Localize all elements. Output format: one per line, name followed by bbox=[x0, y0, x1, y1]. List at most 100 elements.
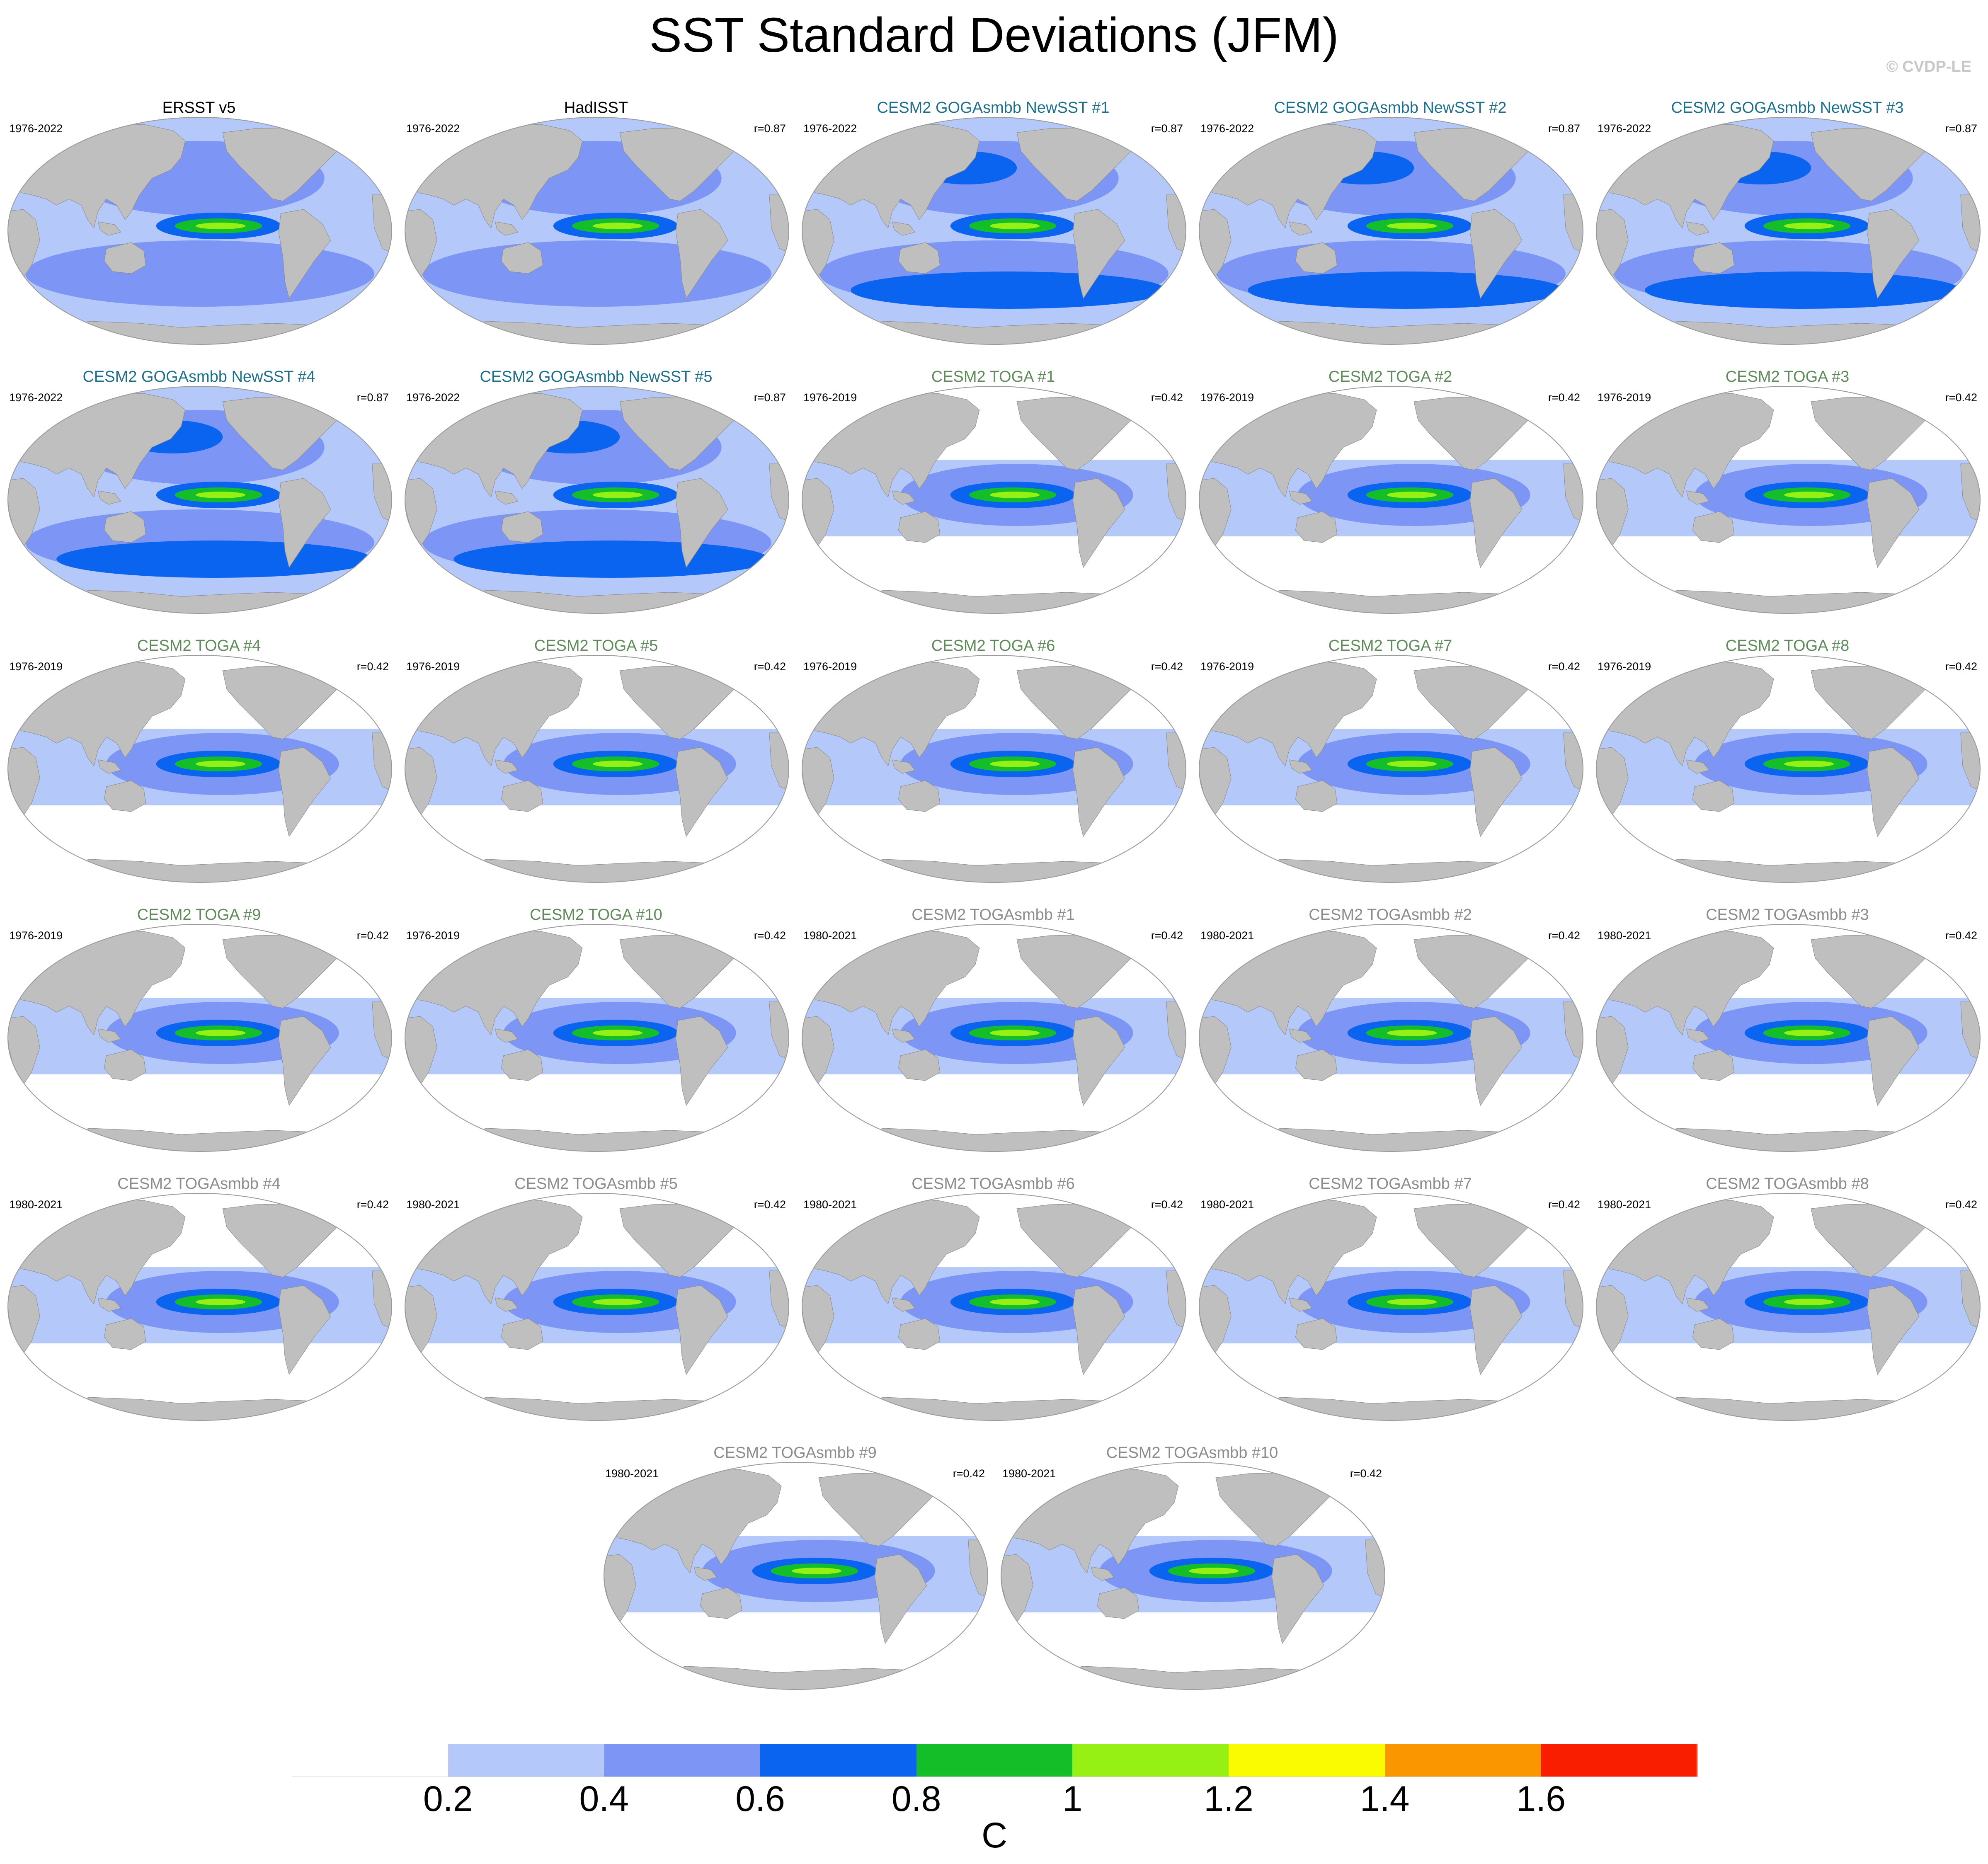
map-panel: CESM2 TOGA #5 1976-2019 r=0.42 bbox=[398, 631, 794, 888]
sst-map bbox=[1199, 924, 1583, 1152]
panel-correlation: r=0.42 bbox=[1151, 1198, 1183, 1211]
figure-title: SST Standard Deviations (JFM) bbox=[649, 8, 1339, 63]
land-mass bbox=[1867, 747, 1920, 837]
sst-map bbox=[1596, 655, 1981, 883]
credit-label: © CVDP-LE bbox=[1886, 58, 1971, 75]
panel-correlation: r=0.42 bbox=[1151, 391, 1183, 404]
panel-years: 1976-2019 bbox=[1598, 660, 1651, 673]
land-mass bbox=[1469, 209, 1523, 299]
panel-years: 1976-2022 bbox=[1200, 122, 1254, 135]
land-mass bbox=[892, 1297, 916, 1312]
land-mass bbox=[675, 747, 728, 837]
panel-years: 1976-2019 bbox=[803, 660, 857, 673]
panel-years: 1980-2021 bbox=[605, 1467, 659, 1480]
sst-map bbox=[802, 386, 1186, 614]
land-mass bbox=[1295, 511, 1338, 543]
sst-map bbox=[1001, 1462, 1385, 1690]
colorbar-tick-label: 0.4 bbox=[579, 1779, 629, 1819]
land-mass bbox=[278, 747, 331, 837]
map-panel: CESM2 GOGAsmbb NewSST #4 1976-2022 r=0.87 bbox=[1, 362, 397, 619]
map-panel: CESM2 TOGAsmbb #5 1980-2021 r=0.42 bbox=[398, 1169, 794, 1426]
sst-map bbox=[1199, 655, 1583, 883]
globe-outline bbox=[7, 1193, 392, 1421]
panel-correlation: r=0.42 bbox=[1945, 929, 1977, 942]
sst-enso-peak bbox=[1387, 492, 1437, 498]
panel-title: CESM2 GOGAsmbb NewSST #3 bbox=[1671, 99, 1904, 116]
globe-outline bbox=[7, 117, 392, 345]
sst-band-south-strong bbox=[453, 541, 769, 578]
globe-outline bbox=[1596, 1193, 1981, 1421]
colorbar-segment bbox=[1384, 1744, 1542, 1777]
panel-title: CESM2 TOGAsmbb #1 bbox=[912, 906, 1075, 924]
sst-map bbox=[1596, 386, 1981, 614]
map-panels-grid: ERSST v5 1976-2022 HadISST 1976-2022 r=0.87 C… bbox=[1, 93, 1986, 1690]
map-panel: CESM2 TOGAsmbb #3 1980-2021 r=0.42 bbox=[1589, 900, 1986, 1157]
land-mass bbox=[97, 1297, 121, 1312]
globe-outline bbox=[802, 117, 1186, 345]
land-mass bbox=[892, 759, 916, 774]
sst-enso-peak bbox=[1784, 1299, 1834, 1305]
panel-correlation: r=0.42 bbox=[754, 1198, 786, 1211]
panel-correlation: r=0.42 bbox=[356, 660, 389, 673]
sst-map bbox=[1199, 386, 1583, 614]
sst-band-south-strong bbox=[56, 541, 372, 578]
sst-map bbox=[802, 1193, 1186, 1421]
globe-outline bbox=[405, 924, 789, 1152]
panel-years: 1976-2022 bbox=[9, 122, 63, 135]
sst-enso-peak bbox=[989, 223, 1040, 229]
land-mass bbox=[1295, 1049, 1338, 1081]
colorbar-segment bbox=[1229, 1744, 1385, 1777]
globe-outline bbox=[604, 1462, 988, 1690]
land-mass bbox=[1686, 1297, 1710, 1312]
land-mass bbox=[1271, 1554, 1324, 1644]
colorbar-segment bbox=[1541, 1744, 1697, 1777]
panel-years: 1976-2019 bbox=[9, 929, 63, 942]
panel-years: 1976-2022 bbox=[406, 122, 460, 135]
globe-outline bbox=[1596, 117, 1981, 345]
map-panel: CESM2 TOGAsmbb #1 1980-2021 r=0.42 bbox=[795, 900, 1191, 1157]
sst-map bbox=[405, 924, 789, 1152]
sst-enso-peak bbox=[1784, 492, 1834, 498]
panel-years: 1980-2021 bbox=[406, 1198, 460, 1211]
sst-enso-peak bbox=[1188, 1568, 1239, 1574]
sst-band-south-strong bbox=[851, 271, 1166, 309]
land-mass bbox=[675, 478, 728, 568]
map-panel: CESM2 GOGAsmbb NewSST #3 1976-2022 r=0.87 bbox=[1589, 93, 1986, 350]
map-panel: CESM2 TOGAsmbb #4 1980-2021 r=0.42 bbox=[1, 1169, 397, 1426]
colorbar-tick-label: 1.6 bbox=[1516, 1779, 1566, 1819]
land-mass bbox=[700, 1587, 742, 1619]
sst-map bbox=[1596, 924, 1981, 1152]
sst-map bbox=[7, 117, 392, 345]
land-mass bbox=[1072, 478, 1125, 568]
panel-title: CESM2 TOGA #5 bbox=[534, 637, 658, 654]
land-mass bbox=[1295, 780, 1338, 812]
panel-title: CESM2 TOGAsmbb #10 bbox=[1106, 1444, 1278, 1462]
land-mass bbox=[278, 209, 331, 299]
panel-title: CESM2 TOGAsmbb #3 bbox=[1706, 906, 1869, 924]
panel-title: CESM2 GOGAsmbb NewSST #1 bbox=[877, 99, 1110, 116]
globe-outline bbox=[405, 655, 789, 883]
panel-correlation: r=0.42 bbox=[1945, 660, 1977, 673]
land-mass bbox=[1686, 490, 1710, 505]
land-mass bbox=[892, 1028, 916, 1043]
sst-map bbox=[802, 117, 1186, 345]
panel-years: 1976-2019 bbox=[1598, 391, 1651, 404]
globe-outline bbox=[7, 386, 392, 614]
land-mass bbox=[104, 511, 146, 543]
sst-enso-peak bbox=[989, 1299, 1040, 1305]
land-mass bbox=[1692, 780, 1735, 812]
map-panel: CESM2 TOGA #6 1976-2019 r=0.42 bbox=[795, 631, 1191, 888]
land-mass bbox=[104, 1318, 146, 1350]
land-mass bbox=[1289, 759, 1313, 774]
panel-title: CESM2 TOGAsmbb #2 bbox=[1309, 906, 1472, 924]
land-mass bbox=[675, 209, 728, 299]
panel-correlation: r=0.42 bbox=[754, 929, 786, 942]
globe-outline bbox=[1596, 655, 1981, 883]
panel-years: 1980-2021 bbox=[1002, 1467, 1056, 1480]
panel-correlation: r=0.42 bbox=[1945, 391, 1977, 404]
colorbar bbox=[292, 1744, 1697, 1777]
sst-enso-peak bbox=[592, 492, 643, 498]
sst-enso-peak bbox=[1784, 1030, 1834, 1036]
land-mass bbox=[1289, 1028, 1313, 1043]
map-panel: CESM2 GOGAsmbb NewSST #5 1976-2022 r=0.87 bbox=[398, 362, 794, 619]
